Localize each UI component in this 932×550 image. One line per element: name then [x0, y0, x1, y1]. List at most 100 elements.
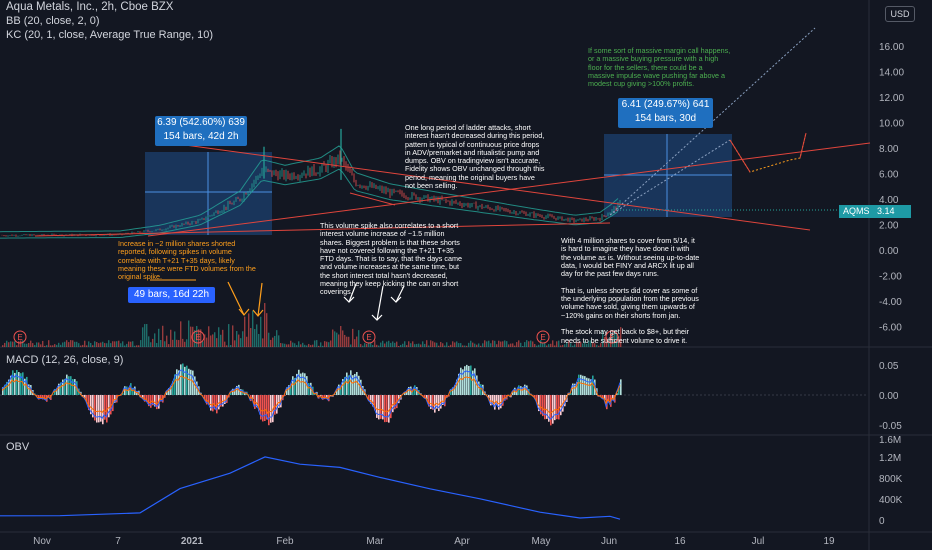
white-arrow-head — [343, 296, 355, 303]
macd-bar — [392, 395, 394, 413]
volume-bar — [296, 345, 298, 347]
annotation-white-top[interactable]: One long period of ladder attacks, short… — [405, 123, 545, 191]
volume-bar — [406, 345, 408, 347]
macd-bar — [572, 383, 574, 395]
macd-bar — [174, 374, 176, 395]
price-tick-label: 2.00 — [879, 221, 899, 232]
volume-bar — [206, 337, 208, 347]
volume-bar — [148, 336, 150, 347]
annotation-white-right[interactable]: With 4 million shares to cover from 5/14… — [561, 236, 700, 345]
volume-bar — [20, 340, 22, 347]
volume-bar — [524, 342, 526, 347]
measure-right[interactable]: 6.41 (249.67%) 641 154 bars, 30d — [618, 98, 713, 128]
volume-bar — [72, 340, 74, 347]
volume-bar — [314, 340, 316, 347]
macd-bar — [20, 373, 22, 395]
macd-bar — [448, 395, 450, 397]
annotation-green-top[interactable]: If some sort of massive margin call happ… — [588, 46, 731, 89]
earnings-marker-label: E — [609, 333, 614, 342]
annotation-white-mid[interactable]: This volume spike also correlates to a s… — [320, 221, 462, 297]
volume-bar — [14, 341, 16, 347]
volume-bar — [494, 340, 496, 347]
volume-bar — [384, 343, 386, 347]
volume-bar — [472, 342, 474, 347]
volume-bar — [94, 341, 96, 347]
volume-bar — [546, 345, 548, 347]
currency-button[interactable]: USD — [885, 6, 915, 22]
macd-bar — [576, 381, 578, 395]
volume-bar — [486, 341, 488, 347]
volume-bar — [424, 343, 426, 347]
annotation-orange-left[interactable]: Increase in ~2 million shares shorted re… — [118, 239, 256, 282]
volume-bar — [272, 337, 274, 347]
volume-bar — [350, 344, 352, 347]
volume-bar — [304, 344, 306, 347]
macd-bar — [154, 395, 156, 407]
volume-bar — [442, 343, 444, 347]
volume-bar — [102, 341, 104, 347]
volume-bar — [508, 344, 510, 347]
volume-bar — [572, 345, 574, 347]
macd-bar — [426, 395, 428, 400]
volume-bar — [478, 343, 480, 347]
macd-bar — [72, 379, 74, 395]
macd-bar — [12, 370, 14, 395]
volume-bar — [358, 330, 360, 347]
volume-bar — [140, 340, 142, 347]
volume-bar — [514, 345, 516, 347]
volume-bar — [280, 343, 282, 347]
macd-bar — [292, 376, 294, 395]
earnings-marker-label: E — [195, 333, 200, 342]
macd-bar — [192, 370, 194, 395]
macd-bar — [308, 382, 310, 395]
volume-bar — [128, 341, 130, 347]
macd-bar — [144, 395, 146, 402]
orange-arrow-head — [252, 309, 264, 317]
bands-group — [0, 145, 619, 239]
volume-bar — [160, 340, 162, 347]
macd-bar — [254, 395, 256, 409]
measure-left[interactable]: 6.39 (542.60%) 639 154 bars, 42d 2h — [155, 116, 247, 146]
volume-bar — [56, 344, 58, 347]
volume-bar — [196, 325, 198, 347]
macd-bar — [536, 395, 538, 403]
volume-bar — [444, 345, 446, 347]
legend-symbol: Aqua Metals, Inc., 2h, Cboe BZX — [6, 1, 174, 13]
volume-bar — [362, 345, 364, 347]
macd-bar — [232, 388, 234, 395]
volume-bar — [104, 343, 106, 347]
macd-bar — [620, 379, 622, 395]
macd-bar — [524, 384, 526, 395]
macd-bar — [88, 395, 90, 411]
volume-bar — [260, 316, 262, 347]
volume-bar — [324, 341, 326, 347]
volume-bar — [468, 342, 470, 347]
volume-bar — [186, 339, 188, 347]
volume-bar — [150, 342, 152, 347]
macd-bar — [518, 385, 520, 395]
volume-bar — [584, 340, 586, 347]
volume-bar — [116, 341, 118, 347]
volume-bar — [438, 345, 440, 347]
volume-bar — [578, 341, 580, 347]
volume-bar — [208, 326, 210, 347]
macd-bar — [96, 395, 98, 423]
candles-group — [1, 128, 621, 237]
bars-count-label[interactable]: 49 bars, 16d 22h — [128, 287, 215, 303]
white-arrow — [395, 285, 405, 303]
volume-bar — [602, 329, 604, 347]
volume-bar — [580, 342, 582, 347]
macd-bar — [132, 387, 134, 395]
volume-bar — [530, 340, 532, 347]
volume-bar — [402, 343, 404, 347]
volume-bar — [170, 329, 172, 347]
volume-bar — [344, 334, 346, 347]
macd-bar — [458, 373, 460, 395]
volume-bar — [566, 342, 568, 347]
macd-bar — [540, 395, 542, 415]
volume-bar — [434, 342, 436, 347]
macd-bar — [290, 383, 292, 395]
volume-group — [2, 303, 622, 347]
